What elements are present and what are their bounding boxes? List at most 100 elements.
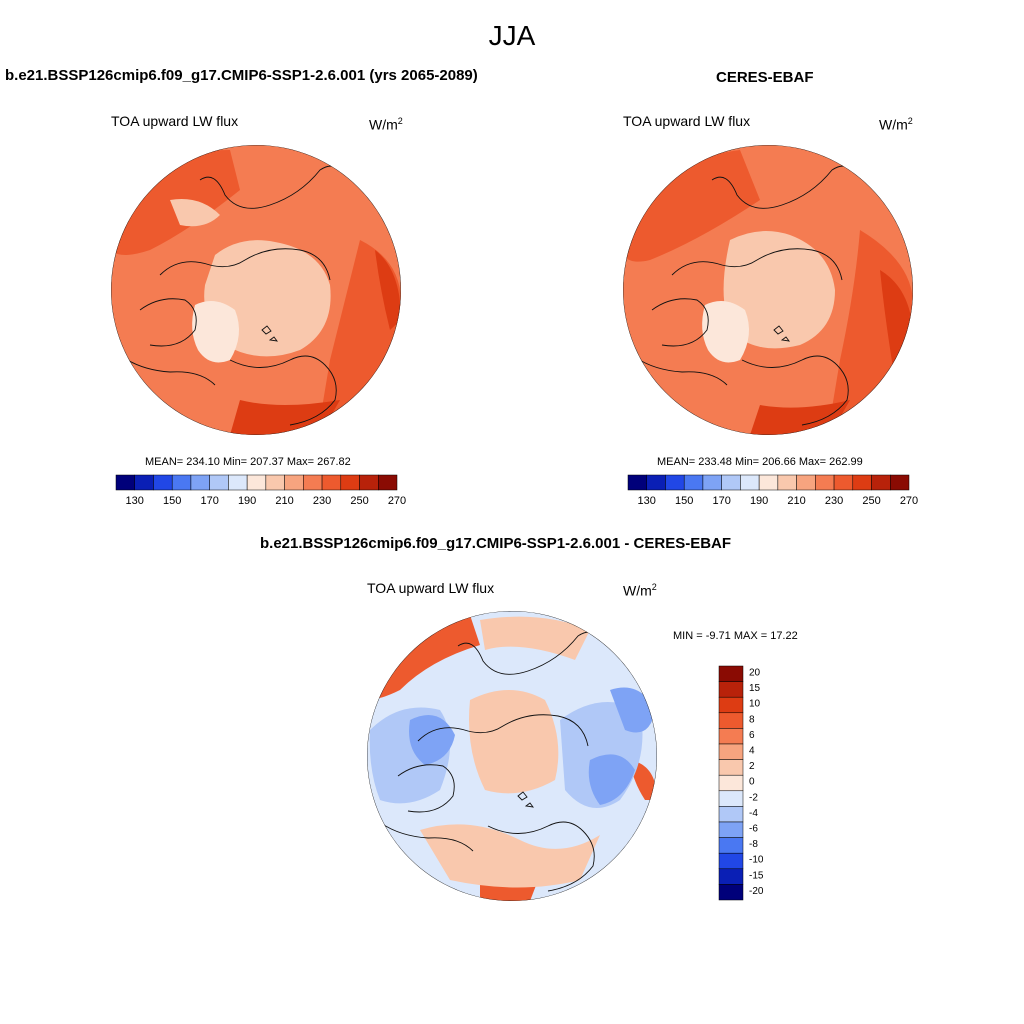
colorbar-obs-swatch [796,474,816,491]
map-model-region-hot-south [230,400,340,435]
panel2-variable: TOA upward LW flux [623,113,751,129]
colorbar-obs: 130 150 170 190 210 230 250 270 [627,474,918,507]
map-diff-region-cold-east [588,754,635,805]
panel1-variable: TOA upward LW flux [111,113,239,129]
colorbar-model-swatch [246,474,267,491]
colorbar-difference-tick-label: 10 [749,699,761,710]
colorbar-model-swatch [115,474,135,491]
colorbar-difference-swatch [718,681,744,698]
colorbar-model-tick-label: 210 [275,495,293,507]
map-obs-abs [623,145,913,435]
colorbar-obs-swatch [627,474,647,491]
colorbar-obs-tick-label: 130 [638,495,656,507]
colorbar-difference-tick-label: -2 [749,792,758,803]
colorbar-model-swatch [378,474,398,491]
colorbar-difference-tick-label: -20 [749,886,764,897]
colorbar-difference-swatch [718,665,744,682]
colorbar-model-swatch [284,474,304,491]
colorbar-model-tick-label: 130 [126,495,144,507]
colorbar-difference-swatch [718,790,744,807]
colorbar-model-swatch [359,474,379,491]
colorbar-difference-swatch [718,837,744,854]
colorbar-model-swatch [209,474,229,491]
colorbar-obs-swatch [890,474,910,491]
colorbar-obs-swatch [777,474,797,491]
colorbar-difference-swatch [718,696,744,714]
map-diff-region-hot-east [630,760,657,800]
map-model-region-hot-east [375,250,401,330]
colorbar-obs-swatch [665,474,685,491]
colorbar-model-swatch [340,474,360,491]
panel1-stats: MEAN= 234.10 Min= 207.37 Max= 267.82 [145,456,351,468]
colorbar-obs-tick-label: 230 [825,495,843,507]
map-model-abs [111,145,401,435]
colorbar-model-tick-label: 230 [313,495,331,507]
colorbar-difference-swatch [718,728,744,745]
map-model-region-greenland-cold [192,301,239,363]
panel3-units: W/m2 [623,582,657,599]
colorbar-difference-swatch [718,774,744,792]
colorbar-difference-swatch [718,884,744,901]
colorbar-obs-swatch [871,474,891,491]
colorbar-difference-tick-label: 2 [749,761,755,772]
colorbar-obs-tick-label: 250 [862,495,880,507]
colorbar-model-tick-label: 250 [350,495,368,507]
panel1-units: W/m2 [369,116,403,133]
colorbar-obs-swatch [833,474,854,491]
colorbar-obs-swatch [852,474,872,491]
colorbar-model-tick-label: 150 [163,495,181,507]
colorbar-difference-tick-label: 0 [749,777,755,788]
colorbar-difference-swatch [718,821,744,838]
colorbar-difference-swatch [718,868,744,885]
colorbar-model-swatch [321,474,342,491]
colorbar-obs-swatch [721,474,741,491]
colorbar-obs-tick-label: 190 [750,495,768,507]
colorbar-difference-tick-label: 20 [749,667,761,678]
panel3-variable: TOA upward LW flux [367,580,495,596]
colorbar-model-swatch [153,474,173,491]
map-diff-region-warm-south [420,824,600,888]
colorbar-obs-swatch [683,474,704,491]
colorbar-difference-swatch [718,852,744,870]
map-model-region-cool-north [170,199,220,227]
colorbar-difference-swatch [718,743,744,760]
colorbar-model-swatch [190,474,210,491]
colorbar-model: 130 150 170 190 210 230 250 270 [115,474,406,507]
colorbar-model-tick-label: 190 [238,495,256,507]
panel2-title: CERES-EBAF [716,69,814,86]
colorbar-obs-swatch [646,474,666,491]
colorbar-model-swatch [228,474,248,491]
map-diff-region-cold-west [409,715,455,765]
colorbar-model-swatch [265,474,285,491]
colorbar-obs-swatch [702,474,722,491]
panel2-units: W/m2 [879,116,913,133]
colorbar-model-tick-label: 270 [388,495,406,507]
colorbar-model-swatch [303,474,323,491]
map-difference [367,611,657,901]
colorbar-obs-swatch [815,474,835,491]
colorbar-difference-tick-label: 8 [749,714,755,725]
colorbar-difference-swatch [718,759,744,776]
colorbar-difference-tick-label: -15 [749,870,764,881]
map-diff-region-hot-northwest [367,615,480,700]
colorbar-difference-tick-label: 15 [749,683,761,694]
colorbar-obs-tick-label: 210 [787,495,805,507]
panel3-title: b.e21.BSSP126cmip6.f09_g17.CMIP6-SSP1-2.… [260,535,732,552]
map-obs-region-greenland-cold [702,301,749,363]
colorbar-difference-tick-label: -6 [749,823,758,834]
panel3-stats: MIN = -9.71 MAX = 17.22 [673,630,798,642]
colorbar-obs-swatch [758,474,779,491]
colorbar-difference-tick-label: -10 [749,855,764,866]
colorbar-obs-tick-label: 150 [675,495,693,507]
colorbar-difference-tick-label: 4 [749,745,755,756]
colorbar-model-swatch [134,474,154,491]
map-diff-region-warm-center [469,690,559,794]
colorbar-obs-tick-label: 270 [900,495,918,507]
map-diff-region-warm-north [480,616,590,660]
colorbar-model-swatch [171,474,192,491]
colorbar-model-tick-label: 170 [200,495,218,507]
colorbar-obs-tick-label: 170 [712,495,730,507]
colorbar-obs-swatch [740,474,760,491]
